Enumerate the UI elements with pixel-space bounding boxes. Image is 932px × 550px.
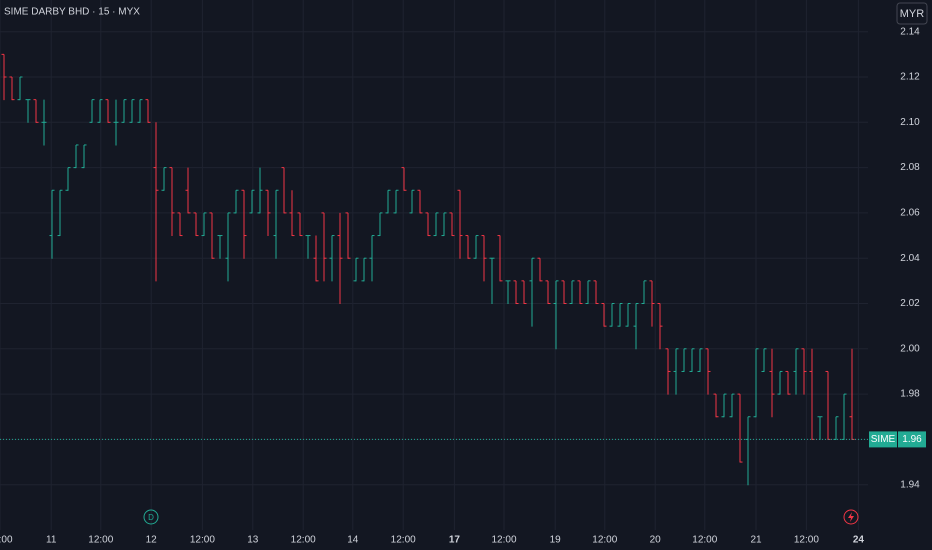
x-tick-label: 12:00: [592, 535, 617, 546]
x-tick-label: 19: [550, 535, 562, 546]
x-tick-label: 12:00: [491, 535, 516, 546]
x-tick-label: 12:00: [794, 535, 819, 546]
currency[interactable]: MYR: [900, 8, 925, 20]
x-tick-label: 12:00: [291, 535, 316, 546]
grid: [0, 0, 868, 530]
x-tick-label: 12:00: [190, 535, 215, 546]
y-tick-label: 2.06: [900, 208, 920, 219]
y-tick-label: 1.94: [900, 479, 920, 490]
last-price: 1.96: [902, 434, 922, 445]
last-name: SIME: [871, 434, 896, 445]
y-tick-label: 1.98: [900, 389, 920, 400]
bars: [1, 53, 855, 486]
x-tick-label: 24: [853, 535, 865, 546]
x-tick-label: 21: [750, 535, 762, 546]
y-tick-label: 2.08: [900, 162, 920, 173]
x-tick-label: 12: [146, 535, 158, 546]
last-name-box: [869, 431, 897, 448]
y-tick-label: 2.00: [900, 343, 920, 354]
x-tick-label: 17: [449, 535, 461, 546]
x-tick-label: 12:00: [88, 535, 113, 546]
x-tick-label: 12:00: [391, 535, 416, 546]
x-tick-label: 20: [650, 535, 662, 546]
currency-button[interactable]: [896, 2, 928, 25]
y-tick-label: 2.10: [900, 117, 920, 128]
x-tick-label: 11: [46, 535, 57, 546]
last-price-box: [898, 431, 926, 448]
y-tick-label: 2.12: [900, 72, 920, 83]
x-tick-label: 12:00: [692, 535, 717, 546]
dividend-marker[interactable]: D: [148, 513, 154, 522]
lightning: [848, 512, 854, 522]
chart-title: SIME DARBY BHD · 15 · MYX: [4, 7, 140, 18]
x-tick-label: 12:00: [0, 535, 13, 546]
event-icon[interactable]: [843, 509, 859, 525]
y-tick-label: 2.14: [900, 26, 920, 37]
x-tick-label: 14: [347, 535, 359, 546]
dividend-icon[interactable]: [143, 509, 159, 525]
y-tick-label: 2.02: [900, 298, 920, 309]
x-tick-label: 13: [247, 535, 259, 546]
y-tick-label: 2.04: [900, 253, 920, 264]
